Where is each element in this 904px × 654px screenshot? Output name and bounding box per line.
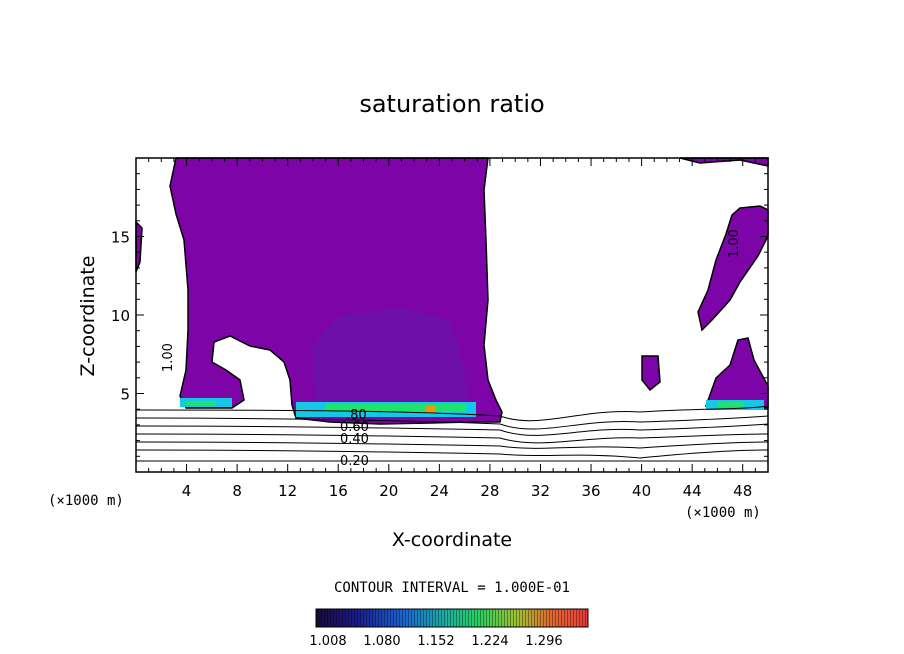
contour-label: 1.00 [161, 343, 176, 372]
contour-line [135, 433, 769, 444]
saturation-region-inner [312, 308, 468, 416]
chart-title: saturation ratio [359, 90, 544, 118]
contour-label: 1.00 [727, 229, 742, 258]
contour-interval: CONTOUR INTERVAL = 1.000E-01 [334, 580, 570, 596]
band-orange-hotspot [426, 406, 436, 414]
x-unit-label: (×1000 m) [685, 505, 761, 521]
z-unit-label: (×1000 m) [48, 493, 124, 509]
contour-label: .80 [346, 408, 367, 423]
y-tick-label: 5 [120, 386, 130, 404]
colorbar-tick-label: 1.224 [471, 634, 508, 649]
contour-label: 0.20 [340, 454, 369, 469]
colorbar-labels: 1.008 1.080 1.152 1.224 1.296 [309, 634, 562, 649]
colorbar-tick-label: 1.008 [309, 634, 346, 649]
x-axis-label: X-coordinate [392, 529, 512, 551]
y-tick-label: 15 [111, 229, 130, 247]
contour-lines [135, 405, 769, 462]
colorbar-tick-label: 1.152 [417, 634, 454, 649]
x-tick-label: 40 [632, 482, 651, 500]
contour-line [135, 405, 769, 422]
band-green-right [718, 402, 744, 407]
band-green-mid [326, 404, 466, 412]
x-tick-label: 16 [329, 482, 348, 500]
colorbar-stripes [316, 609, 588, 627]
x-tick-label: 32 [531, 482, 550, 500]
band-green-left [186, 401, 216, 405]
x-tick-label: 48 [733, 482, 752, 500]
contour-label: 0.40 [340, 432, 369, 447]
saturation-region-right-lobe [697, 205, 769, 332]
contour-line [135, 441, 769, 449]
x-tick-label: 12 [278, 482, 297, 500]
x-tick-label: 20 [379, 482, 398, 500]
colorbar-tick-label: 1.080 [363, 634, 400, 649]
plot-area: 1.00 1.00 .80 0.60 0.40 0.20 [135, 157, 769, 469]
y-tick-label: 10 [111, 307, 130, 325]
y-axis: 5 10 15 [111, 173, 768, 457]
x-tick-label: 28 [480, 482, 499, 500]
contour-line [135, 415, 769, 430]
saturation-region-bottom-right [704, 337, 769, 409]
x-tick-label: 8 [232, 482, 242, 500]
x-tick-label: 36 [581, 482, 600, 500]
contour-label: 0.60 [340, 420, 369, 435]
contour-line [135, 423, 769, 436]
x-tick-label: 4 [182, 482, 192, 500]
colorbar-tick-label: 1.296 [525, 634, 562, 649]
x-tick-label: 44 [683, 482, 702, 500]
saturation-region-small [641, 355, 661, 392]
x-axis: 4 8 12 16 20 24 28 32 36 40 44 48 [148, 158, 756, 500]
saturation-region-left-edge [135, 220, 143, 273]
contour-line [135, 449, 769, 459]
x-tick-label: 24 [430, 482, 449, 500]
y-axis-label: Z-coordinate [77, 256, 99, 377]
saturation-region-right [679, 157, 769, 167]
